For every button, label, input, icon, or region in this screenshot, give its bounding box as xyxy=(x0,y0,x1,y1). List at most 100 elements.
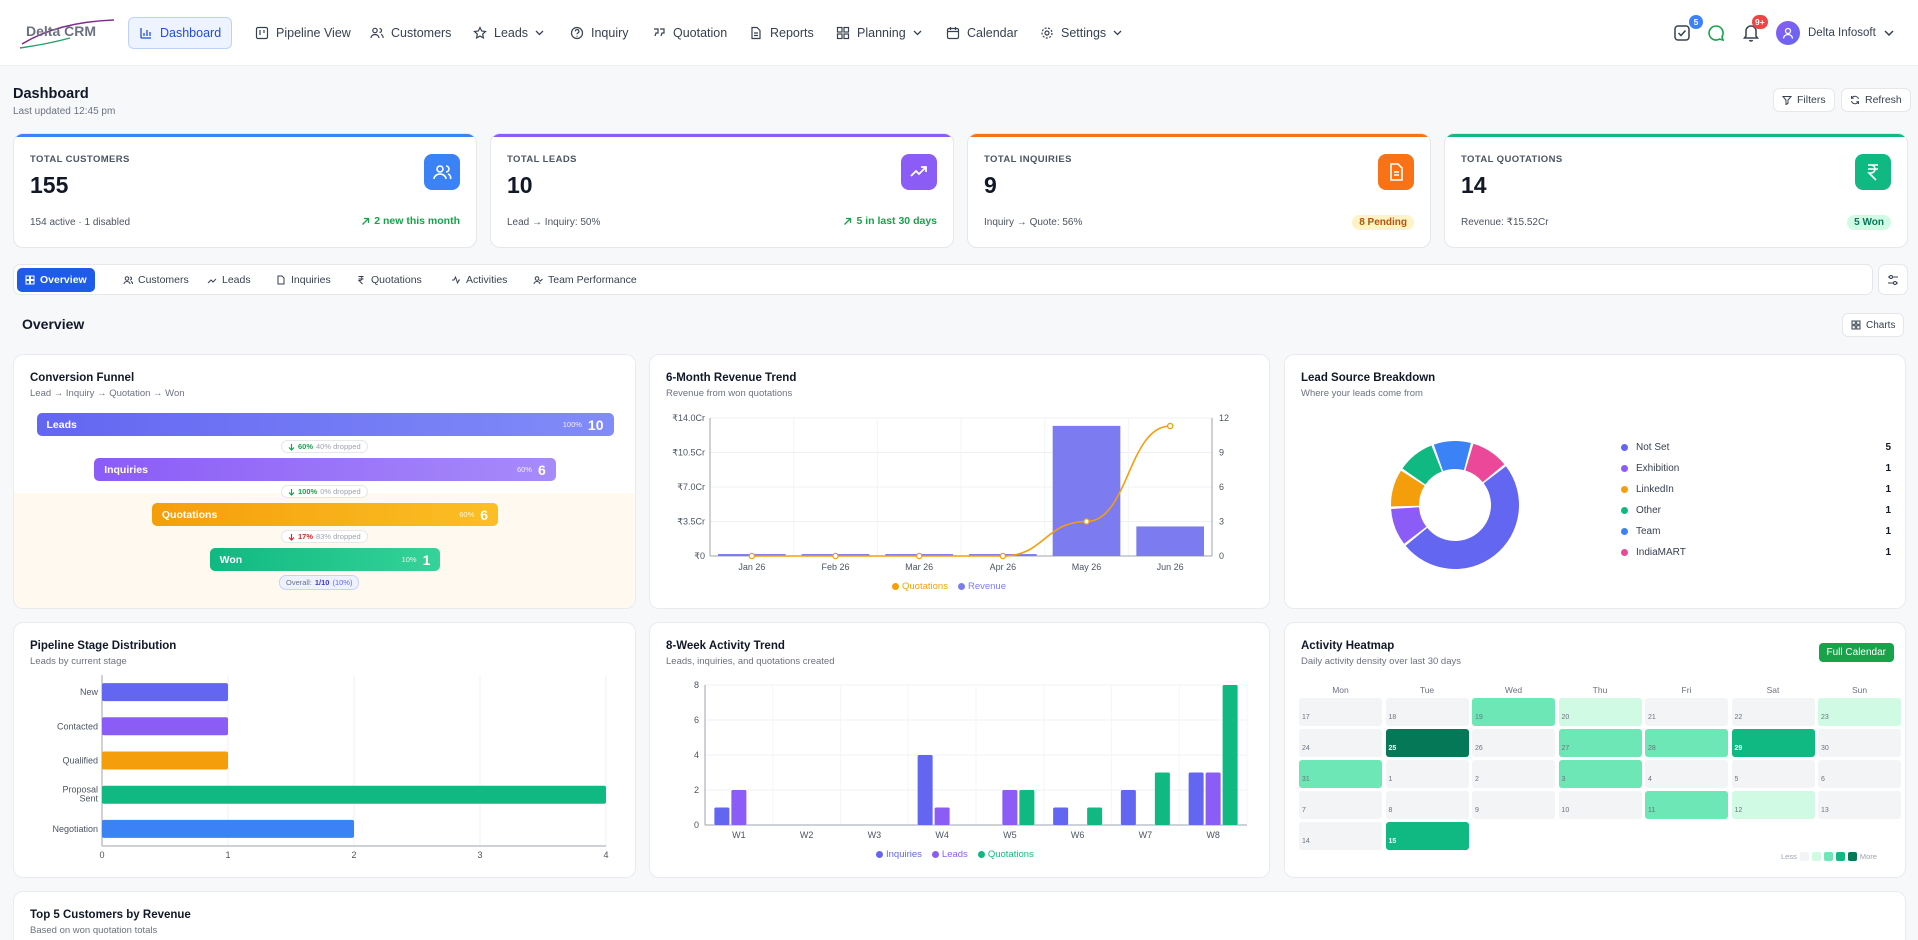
heatmap-cell[interactable]: 14 xyxy=(1299,822,1382,850)
heatmap-cell[interactable]: 17 xyxy=(1299,698,1382,726)
nav-leads[interactable]: Leads xyxy=(463,17,554,49)
legend-dot xyxy=(876,850,883,858)
quotations-point xyxy=(832,552,839,560)
donut-slice-exhibition xyxy=(1391,507,1427,544)
funnel-stage-count: 6 xyxy=(480,506,489,523)
nav-inquiry[interactable]: Inquiry xyxy=(560,17,639,49)
heatmap-cell[interactable]: 8 xyxy=(1385,791,1469,819)
heatmap-cell[interactable]: 3 xyxy=(1558,760,1642,788)
stat-card-total-leads[interactable]: TOTAL LEADS 10 Lead → Inquiry: 50% 5 in las… xyxy=(490,133,954,248)
source-row[interactable]: IndiaMART 1 xyxy=(1621,547,1891,558)
chat-icon[interactable] xyxy=(1707,24,1725,42)
stat-label: TOTAL INQUIRIES xyxy=(984,154,1072,165)
nav-reports[interactable]: Reports xyxy=(739,17,824,49)
nav-pipeline-view[interactable]: Pipeline View xyxy=(245,17,361,49)
activity-bar-inquiries xyxy=(1188,772,1204,825)
y-tick: Qualified xyxy=(62,756,98,766)
nav-calendar[interactable]: Calendar xyxy=(936,17,1028,49)
funnel-stage-inquiries[interactable]: Inquiries 60% 6 xyxy=(94,458,556,481)
activity-bar-inquiries xyxy=(1053,807,1069,825)
kanban-icon xyxy=(255,26,269,40)
funnel-stage-quotations[interactable]: Quotations 60% 6 xyxy=(151,503,499,526)
stat-value: 155 xyxy=(30,172,69,198)
stat-card-total-inquiries[interactable]: TOTAL INQUIRIES 9 Inquiry → Quote: 56% 8 Pe… xyxy=(967,133,1431,248)
funnel-dropoff: 17% 83% dropped xyxy=(281,530,368,543)
funnel-stage-leads[interactable]: Leads 100% 10 xyxy=(36,413,614,436)
heatmap-cell[interactable]: 15 xyxy=(1385,822,1469,850)
heatmap-cell[interactable]: 20 xyxy=(1558,698,1642,726)
nav-planning[interactable]: Planning xyxy=(826,17,932,49)
heatmap-cell[interactable]: 22 xyxy=(1731,698,1815,726)
user-name[interactable]: Delta Infosoft xyxy=(1808,27,1876,39)
heatmap-cell[interactable]: 9 xyxy=(1472,791,1555,819)
heatmap-cell[interactable]: 12 xyxy=(1731,791,1815,819)
stat-accent-bar xyxy=(968,134,1430,137)
heatmap-cell[interactable]: 11 xyxy=(1645,791,1728,819)
heatmap-cell[interactable]: 23 xyxy=(1818,698,1901,726)
heatmap-cell[interactable]: 6 xyxy=(1818,760,1901,788)
legend-item[interactable]: Quotations xyxy=(977,849,1034,860)
nav-dashboard[interactable]: Dashboard xyxy=(128,17,233,49)
nav-customers[interactable]: Customers xyxy=(360,17,461,49)
tab-team-performance[interactable]: Team Performance xyxy=(525,268,645,292)
stat-card-total-quotations[interactable]: TOTAL QUOTATIONS 14 Revenue: ₹15.52Cr 5 Won xyxy=(1444,133,1908,248)
source-row[interactable]: Exhibition 1 xyxy=(1621,463,1891,474)
heatmap-cell[interactable]: 4 xyxy=(1645,760,1728,788)
heatmap-cell[interactable]: 28 xyxy=(1645,729,1728,757)
legend-dot xyxy=(1621,465,1628,472)
legend-dot xyxy=(1621,444,1628,451)
heatmap-cell[interactable]: 2 xyxy=(1472,760,1555,788)
source-row[interactable]: LinkedIn 1 xyxy=(1621,484,1891,495)
heatmap-cell[interactable]: 27 xyxy=(1558,729,1642,757)
brand-logo[interactable]: Delta CRM xyxy=(18,14,118,52)
heatmap-cell[interactable]: 21 xyxy=(1645,698,1728,726)
heatmap-cell[interactable]: 7 xyxy=(1299,791,1382,819)
heatmap-cell[interactable]: 18 xyxy=(1385,698,1469,726)
avatar[interactable] xyxy=(1776,21,1800,45)
funnel-stage-won[interactable]: Won 10% 1 xyxy=(209,548,441,571)
heatmap-cell[interactable]: 30 xyxy=(1818,729,1901,757)
source-row[interactable]: Not Set 5 xyxy=(1621,442,1891,453)
heatmap-cell[interactable]: 1 xyxy=(1385,760,1469,788)
heatmap-cell[interactable]: 24 xyxy=(1299,729,1382,757)
tab-activities[interactable]: Activities xyxy=(443,268,515,292)
heatmap-cell[interactable]: 29 xyxy=(1731,729,1815,757)
tab-customers[interactable]: Customers xyxy=(115,268,197,292)
heatmap-cell[interactable]: 26 xyxy=(1472,729,1555,757)
tab-settings-button[interactable] xyxy=(1878,264,1908,295)
nav-quotation[interactable]: Quotation xyxy=(642,17,737,49)
source-row[interactable]: Other 1 xyxy=(1621,505,1891,516)
stat-footnote: Inquiry → Quote: 56% xyxy=(984,217,1083,228)
tab-quotations[interactable]: Quotations xyxy=(348,268,430,292)
tab-overview[interactable]: Overview xyxy=(17,268,95,292)
legend-item[interactable]: Leads xyxy=(931,849,968,860)
heatmap-cell[interactable]: 10 xyxy=(1558,791,1642,819)
chevron-down-icon[interactable] xyxy=(1884,30,1894,36)
last-updated: Last updated 12:45 pm xyxy=(13,106,116,117)
card-subtitle: Lead → Inquiry → Quotation → Won xyxy=(30,388,185,399)
source-row[interactable]: Team 1 xyxy=(1621,526,1891,537)
legend-item[interactable]: Revenue xyxy=(957,581,1006,592)
heatmap-cell[interactable]: 25 xyxy=(1385,729,1469,757)
heatmap-cell[interactable]: 31 xyxy=(1299,760,1382,788)
legend-item[interactable]: Inquiries xyxy=(876,849,922,860)
tab-leads[interactable]: Leads xyxy=(199,268,259,292)
tasks-icon[interactable] xyxy=(1673,24,1691,42)
legend-item[interactable]: Quotations xyxy=(892,581,948,592)
grid-icon xyxy=(1851,320,1861,330)
stat-label: TOTAL CUSTOMERS xyxy=(30,154,130,165)
x-tick: Feb 26 xyxy=(821,562,849,572)
filters-button[interactable]: Filters xyxy=(1773,88,1835,112)
source-count: 1 xyxy=(1885,526,1891,537)
activity-bar-leads xyxy=(934,807,950,825)
heatmap-cell[interactable]: 5 xyxy=(1731,760,1815,788)
refresh-button[interactable]: Refresh xyxy=(1841,88,1911,112)
stat-card-total-customers[interactable]: TOTAL CUSTOMERS 155 154 active · 1 disable… xyxy=(13,133,477,248)
tab-inquiries[interactable]: Inquiries xyxy=(268,268,339,292)
charts-button[interactable]: Charts xyxy=(1842,313,1905,337)
nav-settings[interactable]: Settings xyxy=(1030,17,1132,49)
full-calendar-button[interactable]: Full Calendar xyxy=(1818,643,1894,662)
heatmap-cell[interactable]: 19 xyxy=(1472,698,1555,726)
heatmap-cell[interactable]: 13 xyxy=(1818,791,1901,819)
legend-dot xyxy=(1621,507,1628,514)
